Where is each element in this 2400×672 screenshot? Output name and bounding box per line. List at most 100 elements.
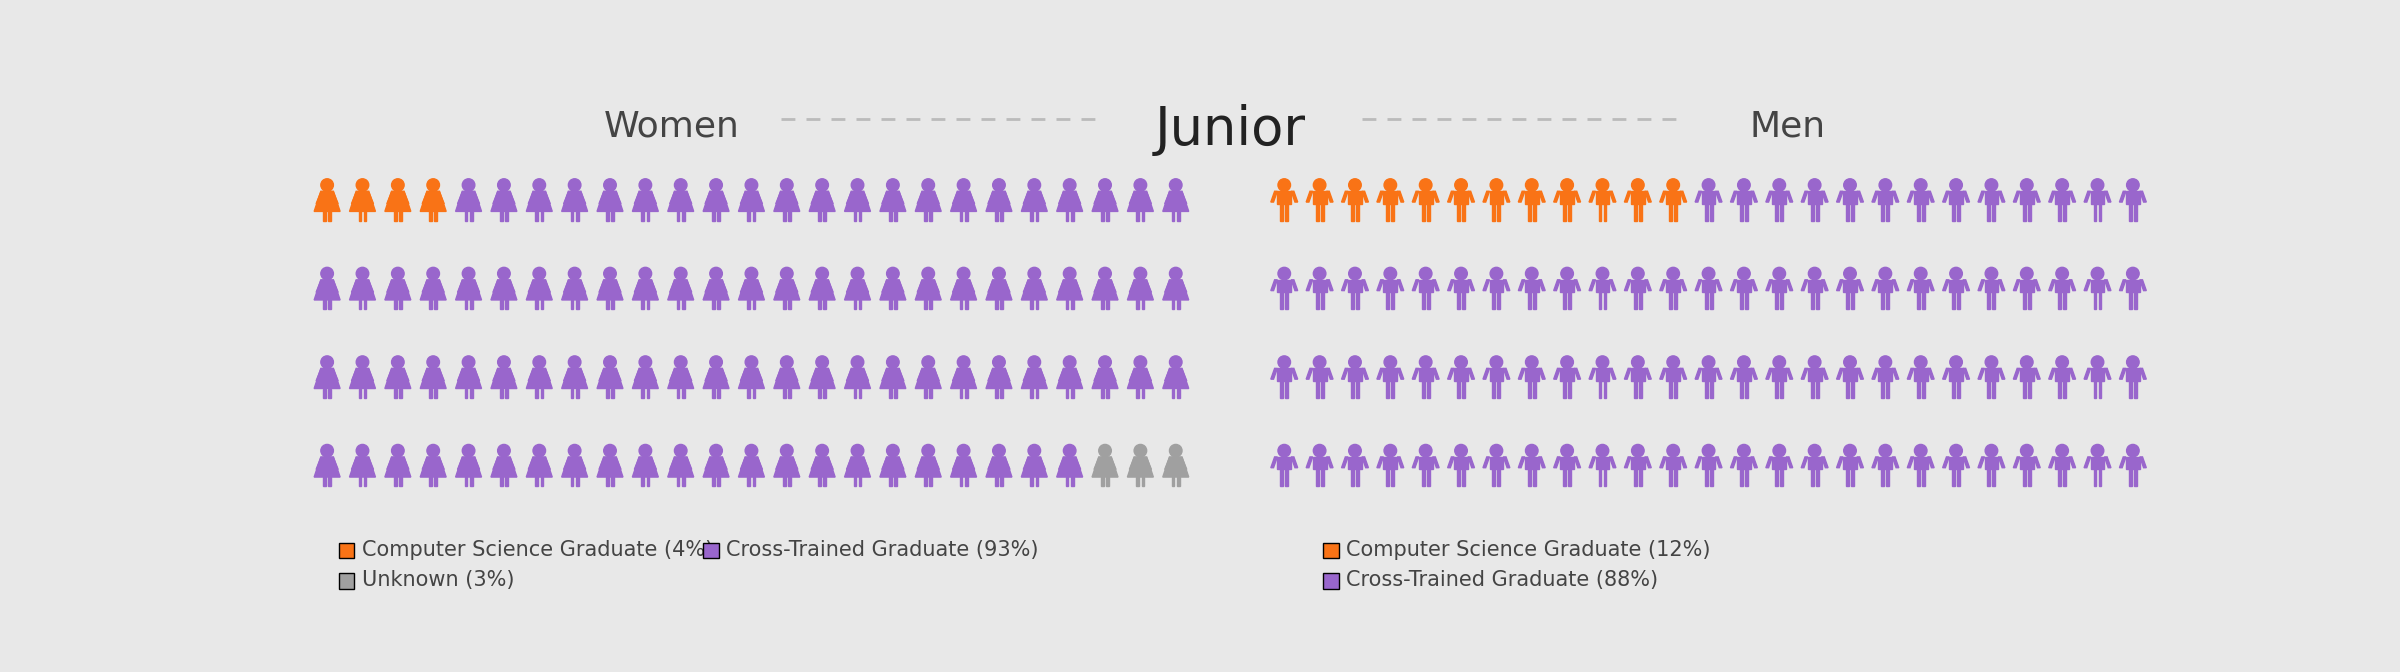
Polygon shape [1382, 280, 1397, 292]
Polygon shape [929, 212, 931, 221]
Polygon shape [1978, 457, 1985, 468]
Polygon shape [2098, 292, 2102, 309]
Polygon shape [1882, 292, 1884, 309]
Polygon shape [1771, 192, 1786, 204]
Polygon shape [1138, 388, 1140, 398]
Polygon shape [641, 300, 643, 309]
Text: Cross-Trained Graduate (88%): Cross-Trained Graduate (88%) [1346, 571, 1658, 591]
Polygon shape [1529, 204, 1531, 221]
Polygon shape [422, 370, 430, 381]
Polygon shape [1589, 457, 1596, 468]
Polygon shape [953, 192, 960, 204]
Polygon shape [2033, 368, 2040, 379]
Polygon shape [1361, 368, 1368, 379]
Polygon shape [1882, 469, 1884, 487]
Polygon shape [576, 388, 578, 398]
Polygon shape [1145, 281, 1152, 292]
Polygon shape [384, 280, 410, 300]
Polygon shape [2098, 469, 2102, 487]
Polygon shape [598, 368, 624, 388]
Polygon shape [2129, 381, 2131, 398]
Polygon shape [1992, 469, 1994, 487]
Polygon shape [1908, 192, 1913, 202]
Circle shape [427, 356, 439, 368]
Polygon shape [422, 192, 430, 204]
Polygon shape [1963, 457, 1970, 468]
Polygon shape [571, 388, 574, 398]
Polygon shape [1327, 457, 1332, 468]
Polygon shape [703, 192, 730, 212]
Polygon shape [917, 458, 924, 469]
Polygon shape [1421, 292, 1426, 309]
Circle shape [322, 356, 334, 368]
Polygon shape [1562, 292, 1567, 309]
Polygon shape [1908, 457, 1913, 468]
Circle shape [1027, 356, 1042, 368]
Polygon shape [1752, 457, 1757, 468]
Circle shape [1596, 267, 1608, 280]
Polygon shape [1634, 292, 1637, 309]
Polygon shape [1807, 280, 1822, 292]
Polygon shape [1666, 192, 1680, 204]
Polygon shape [684, 281, 691, 292]
Circle shape [569, 444, 581, 457]
Polygon shape [773, 192, 799, 212]
Polygon shape [1128, 192, 1154, 212]
Polygon shape [1730, 192, 1738, 202]
Circle shape [1879, 356, 1891, 368]
Polygon shape [1666, 368, 1680, 381]
Polygon shape [1447, 368, 1454, 379]
Polygon shape [1992, 292, 1994, 309]
Polygon shape [1730, 368, 1738, 379]
Text: Women: Women [605, 109, 739, 143]
Polygon shape [898, 370, 905, 381]
Circle shape [1879, 267, 1891, 280]
Polygon shape [1519, 457, 1524, 468]
Polygon shape [1426, 204, 1430, 221]
Polygon shape [1178, 370, 1186, 381]
Polygon shape [1771, 280, 1786, 292]
Polygon shape [1457, 204, 1459, 221]
Circle shape [744, 267, 758, 280]
Polygon shape [854, 212, 857, 221]
Circle shape [427, 267, 439, 280]
Polygon shape [1272, 192, 1277, 202]
Polygon shape [1313, 368, 1327, 381]
Polygon shape [1286, 469, 1289, 487]
Text: Unknown (3%): Unknown (3%) [362, 571, 514, 591]
Polygon shape [2090, 192, 2105, 204]
Polygon shape [1433, 280, 1440, 290]
Polygon shape [1963, 368, 1970, 379]
Polygon shape [1985, 280, 1999, 292]
Polygon shape [648, 458, 655, 469]
Polygon shape [1538, 192, 1546, 202]
Polygon shape [742, 370, 749, 381]
Polygon shape [2014, 368, 2021, 379]
Polygon shape [859, 388, 862, 398]
Polygon shape [1716, 192, 1721, 202]
Polygon shape [1709, 204, 1714, 221]
Circle shape [1949, 179, 1963, 192]
Circle shape [886, 356, 900, 368]
Polygon shape [2126, 368, 2141, 381]
Polygon shape [1694, 368, 1702, 379]
Polygon shape [456, 280, 482, 300]
Polygon shape [826, 281, 833, 292]
Polygon shape [1109, 370, 1116, 381]
Polygon shape [1942, 368, 1949, 379]
Circle shape [605, 267, 617, 280]
Polygon shape [542, 281, 550, 292]
Polygon shape [607, 300, 610, 309]
Polygon shape [1066, 477, 1068, 487]
Polygon shape [1291, 368, 1298, 379]
Polygon shape [682, 388, 684, 398]
Polygon shape [1378, 192, 1382, 202]
Polygon shape [950, 368, 977, 388]
Circle shape [1596, 444, 1608, 457]
Polygon shape [1951, 292, 1956, 309]
Polygon shape [1574, 457, 1582, 468]
Circle shape [2090, 356, 2105, 368]
Polygon shape [746, 300, 751, 309]
Polygon shape [2023, 292, 2026, 309]
Polygon shape [1740, 204, 1742, 221]
